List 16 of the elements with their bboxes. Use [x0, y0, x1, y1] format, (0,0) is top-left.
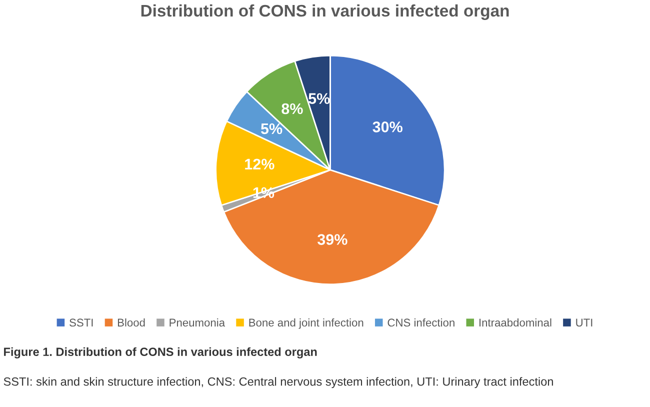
legend-label: Pneumonia — [170, 318, 226, 327]
caption: Figure 1. Distribution of CONS in various infected organ — [4, 347, 317, 358]
legend-label: SSTI — [70, 318, 93, 327]
data-label: 5% — [308, 93, 330, 104]
data-label: 12% — [245, 158, 274, 170]
legend-label: Blood — [118, 318, 145, 327]
data-label: 5% — [260, 123, 282, 134]
legend-label: Intraabdominal — [479, 318, 552, 327]
text: SSTI: skin and skin structure infection, CNS: Central nervous system infection, UTI: Urinary tract infection — [4, 377, 553, 388]
data-label: 30% — [372, 122, 402, 132]
data-label: 8% — [282, 103, 303, 114]
legend-label: Bone and joint infection — [249, 318, 364, 329]
legend-label: CNS infection — [388, 318, 454, 327]
legend-label: UTI — [576, 318, 592, 327]
data-label: 39% — [317, 234, 348, 245]
chart-title: Distribution of CONS in various infected organ — [141, 4, 509, 20]
